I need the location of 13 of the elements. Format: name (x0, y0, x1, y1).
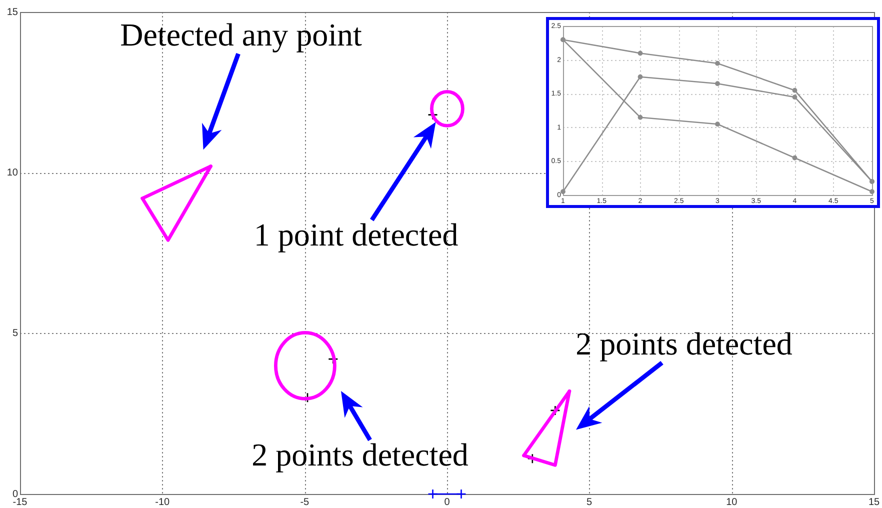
x-tick-label: 0 (444, 496, 450, 508)
y-tick-label: 5 (12, 328, 18, 340)
x-tick-label: 10 (726, 496, 738, 508)
x-tick-label: 5 (586, 496, 593, 508)
y-tick-label: 10 (6, 167, 18, 178)
x-tick-label: -5 (300, 496, 310, 508)
annotation: 1 point detected (254, 216, 458, 252)
annotation: Detected any point (120, 16, 362, 52)
x-tick-label: -10 (155, 496, 170, 508)
annotation: 2 points detected (576, 325, 792, 362)
annotation: 2 points detected (252, 436, 468, 472)
y-tick-label: 15 (6, 6, 18, 18)
x-tick-label: 15 (868, 496, 880, 508)
